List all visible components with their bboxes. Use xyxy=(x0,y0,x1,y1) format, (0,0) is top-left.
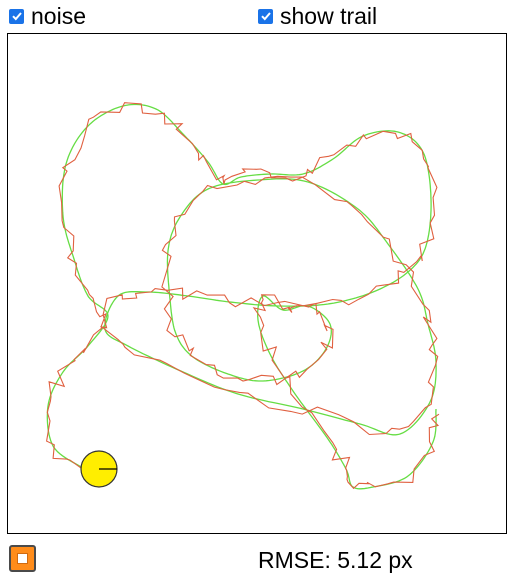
noisy-trail-curve xyxy=(45,102,440,490)
robot xyxy=(80,450,118,488)
noise-option[interactable]: noise xyxy=(9,4,86,28)
show-trail-label: show trail xyxy=(280,3,378,29)
show-trail-checkbox[interactable] xyxy=(258,8,273,24)
rmse-value: 5.12 xyxy=(337,547,382,573)
checkmark-icon xyxy=(11,12,22,21)
rmse-readout: RMSE: 5.12 px xyxy=(258,547,413,573)
noise-label: noise xyxy=(31,3,86,29)
true-path-curve xyxy=(46,103,437,490)
simulation-canvas[interactable] xyxy=(7,33,507,534)
rmse-label: RMSE: xyxy=(258,547,331,573)
noise-checkbox[interactable] xyxy=(9,8,24,24)
stop-button[interactable] xyxy=(9,545,36,572)
rmse-unit: px xyxy=(388,547,413,573)
checkmark-icon xyxy=(260,12,271,21)
show-trail-option[interactable]: show trail xyxy=(258,4,377,28)
simulation-svg xyxy=(45,102,440,490)
bottom-bar: RMSE: 5.12 px xyxy=(0,540,521,580)
options-bar: noise show trail xyxy=(0,0,521,32)
stop-square-icon xyxy=(17,553,28,564)
